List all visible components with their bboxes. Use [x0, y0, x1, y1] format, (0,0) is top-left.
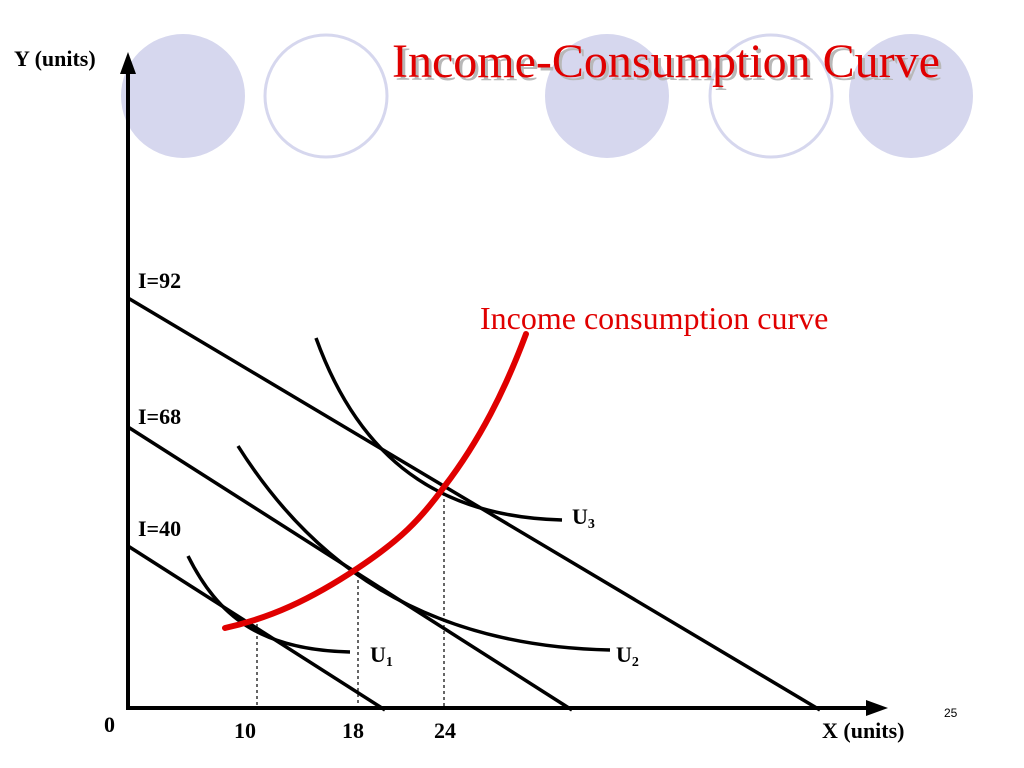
curve-label-sub: 3 — [587, 517, 595, 532]
y-axis-arrow — [120, 52, 136, 74]
indifference-curves — [186, 337, 611, 654]
x-tick-label: 18 — [342, 718, 364, 743]
curve-label-base: U — [616, 642, 632, 667]
indifference-curve-u1 — [186, 555, 351, 654]
decor-circle-filled — [545, 34, 669, 158]
slide-number: 25 — [944, 706, 958, 720]
curve-label-base: U — [370, 642, 386, 667]
budget-line-92 — [127, 296, 821, 712]
income-consumption-curve-label: Income consumption curve — [480, 300, 829, 336]
income-consumption-curve — [222, 331, 529, 631]
decor-circle-filled — [849, 34, 973, 158]
y-axis-label: Y (units) — [14, 46, 96, 71]
indifference-curve-label-u2: U2 — [616, 642, 639, 671]
drop-lines — [256, 487, 445, 708]
budget-lines — [127, 296, 821, 712]
indifference-curve-u3 — [314, 337, 563, 522]
slide-title: Income-Consumption Curve — [392, 35, 940, 88]
curve-label-sub: 1 — [385, 655, 393, 670]
x-tick-label: 24 — [434, 718, 456, 743]
x-axis-arrow — [866, 700, 888, 716]
decor-circle-outline — [708, 33, 834, 159]
decor-circle-filled — [121, 34, 245, 158]
budget-line-40 — [127, 544, 386, 712]
budget-line-label: I=68 — [138, 404, 182, 429]
x-axis-label: X (units) — [822, 718, 905, 743]
budget-line-label: I=40 — [138, 516, 182, 541]
indifference-curve-label-u1: U1 — [370, 642, 393, 671]
indifference-curve-u2 — [236, 445, 611, 652]
decor-circle-outline — [263, 33, 389, 159]
indifference-curve-label-u3: U3 — [572, 504, 595, 533]
decorative-circles — [121, 33, 973, 159]
budget-line-label: I=92 — [138, 268, 182, 293]
axes — [120, 52, 888, 716]
curve-label-sub: 2 — [631, 655, 639, 670]
curve-label-base: U — [572, 504, 588, 529]
x-tick-label: 10 — [234, 718, 256, 743]
origin-label: 0 — [104, 712, 115, 737]
